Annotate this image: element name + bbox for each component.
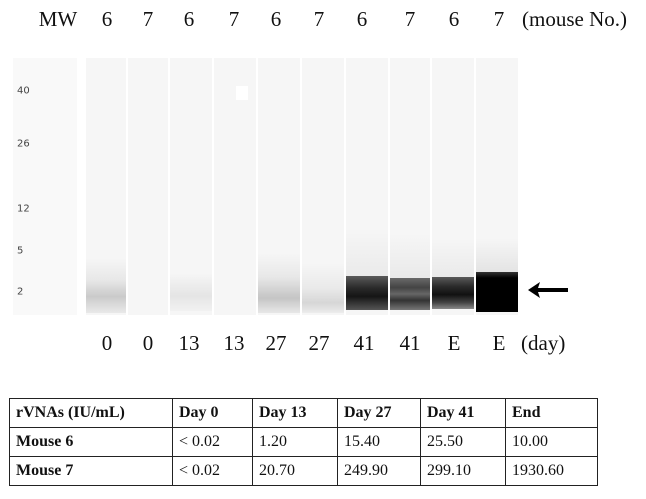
table-cell: 25.50: [420, 427, 506, 457]
lane-mouse-label: 7: [493, 7, 505, 31]
day-unit-label: (day): [521, 331, 566, 355]
table-header-cell: End: [505, 398, 598, 428]
mw-marker-label: 12: [17, 203, 30, 215]
table-header-cell: Day 13: [252, 398, 338, 428]
mw-marker-label: 2: [17, 286, 24, 298]
table-cell: < 0.02: [172, 427, 253, 457]
table-row-label: Mouse 7: [9, 456, 173, 486]
lane-day-label: 27: [265, 331, 287, 355]
table-cell: 20.70: [252, 456, 338, 486]
table-row: Mouse 7 < 0.02 20.70 249.90 299.10 1930.…: [9, 456, 598, 486]
white-artifact: [236, 86, 248, 100]
gel-band-smear: [346, 228, 388, 278]
gel-band: [346, 276, 388, 310]
gel-band: [302, 263, 344, 313]
mouse-no-label: (mouse No.): [522, 7, 627, 31]
gel-band: [476, 272, 518, 312]
mouse-number-row: MW 6 7 6 7 6 7 6 7 6 7 (mouse No.): [0, 6, 646, 32]
table-header-row: rVNAs (IU/mL) Day 0 Day 13 Day 27 Day 41…: [9, 398, 598, 428]
table-header-cell: Day 0: [172, 398, 253, 428]
lane-day-label: 0: [101, 331, 113, 355]
lane-mouse-label: 6: [183, 7, 195, 31]
table-row: Mouse 6 < 0.02 1.20 15.40 25.50 10.00: [9, 427, 598, 457]
table-cell: 1.20: [252, 427, 338, 457]
lane-day-label: 27: [308, 331, 330, 355]
lane-day-label: 0: [142, 331, 154, 355]
table-cell: 299.10: [420, 456, 506, 486]
table-cell: < 0.02: [172, 456, 253, 486]
gel-lane: [302, 58, 344, 315]
gel-lane: [86, 58, 126, 315]
lane-day-label: E: [447, 331, 461, 355]
table-header-cell: Day 41: [420, 398, 506, 428]
gel-lane: [346, 58, 388, 315]
lane-day-label: E: [492, 331, 506, 355]
lane-mouse-label: 6: [101, 7, 113, 31]
gel-band: [86, 258, 126, 313]
lane-mouse-label: 6: [356, 7, 368, 31]
left-arrow-icon: [528, 282, 568, 298]
table-cell: 15.40: [337, 427, 421, 457]
gel-lane: [476, 58, 518, 315]
gel-band-smear: [432, 238, 474, 278]
lane-day-label: 13: [178, 331, 200, 355]
gel-band: [258, 253, 300, 313]
gel-band-smear: [390, 233, 430, 278]
gel-lane: [258, 58, 300, 315]
mw-marker-label: 26: [17, 138, 30, 150]
lane-mouse-label: 7: [142, 7, 154, 31]
gel-lane: [390, 58, 430, 315]
lane-mouse-label: 7: [313, 7, 325, 31]
table-cell: 249.90: [337, 456, 421, 486]
lane-day-label: 41: [353, 331, 375, 355]
gel-band: [390, 278, 430, 310]
rvna-table: rVNAs (IU/mL) Day 0 Day 13 Day 27 Day 41…: [9, 398, 598, 486]
lane-mouse-label: 7: [404, 7, 416, 31]
table-header-cell: rVNAs (IU/mL): [9, 398, 173, 428]
mw-marker-label: 40: [17, 85, 30, 97]
mw-ladder-lane: [13, 58, 77, 315]
gel-band-smear: [476, 238, 518, 274]
lane-mouse-label: 7: [228, 7, 240, 31]
gel-lane: [432, 58, 474, 315]
lane-mouse-label: 6: [270, 7, 282, 31]
lane-day-label: 41: [399, 331, 421, 355]
mw-label: MW: [38, 7, 78, 31]
lane-mouse-label: 6: [448, 7, 460, 31]
table-cell: 1930.60: [505, 456, 598, 486]
table-header-cell: Day 27: [337, 398, 421, 428]
table-cell: 10.00: [505, 427, 598, 457]
gel-band: [432, 277, 474, 309]
gel-band: [170, 273, 212, 311]
day-row: 0 0 13 13 27 27 41 41 E E (day): [0, 330, 646, 356]
table-row-label: Mouse 6: [9, 427, 173, 457]
gel-lane: [170, 58, 212, 315]
lane-day-label: 13: [223, 331, 245, 355]
gel-lane: [128, 58, 168, 315]
mw-marker-label: 5: [17, 245, 24, 257]
capillary-gel-image: 40 26 12 5 2: [0, 58, 646, 320]
gel-lane: [214, 58, 256, 315]
